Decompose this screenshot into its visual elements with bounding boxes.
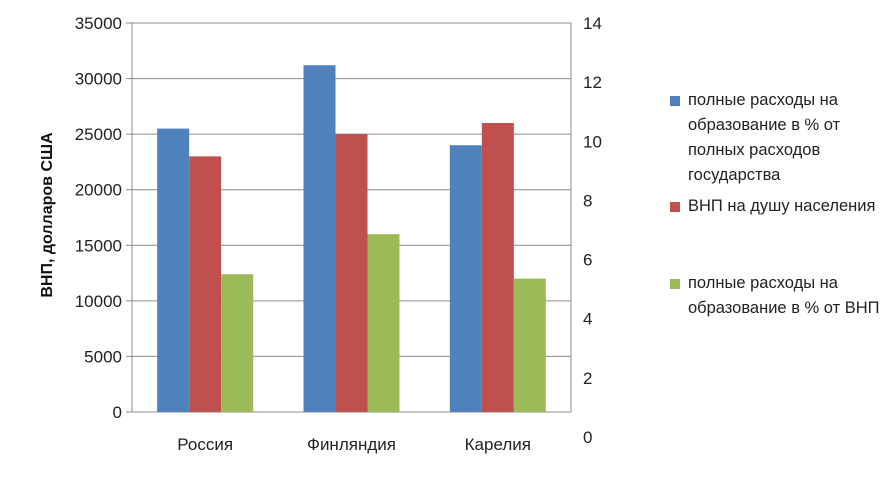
y-left-tick-label: 10000 xyxy=(75,292,122,311)
bar xyxy=(449,145,482,412)
legend-swatch xyxy=(670,202,680,212)
bar xyxy=(189,156,222,412)
right-axis: 0 2 4 6 8 10 12 14 xyxy=(583,14,602,447)
y-right-tick-label: 12 xyxy=(583,73,602,92)
y-right-tick-label: 8 xyxy=(583,191,592,210)
bars xyxy=(157,65,546,413)
left-axis: 0 5000 10000 15000 20000 25000 30000 35000 xyxy=(75,14,122,422)
x-category-label: Карелия xyxy=(465,435,531,454)
y-left-tick-label: 20000 xyxy=(75,181,122,200)
legend-label: ВНП на душу населения xyxy=(688,197,876,215)
bar xyxy=(335,134,368,412)
legend-swatch xyxy=(670,96,680,106)
legend-item: полные расходы на образование в % от пол… xyxy=(670,88,880,188)
x-category-label: Финляндия xyxy=(307,435,396,454)
legend: полные расходы на образование в % от пол… xyxy=(670,88,880,321)
y-right-tick-label: 10 xyxy=(583,132,602,151)
legend-swatch xyxy=(670,279,680,289)
bar xyxy=(157,128,190,413)
bar xyxy=(303,65,336,412)
y-right-tick-label: 2 xyxy=(583,369,592,388)
y-left-tick-label: 5000 xyxy=(84,347,122,366)
y-right-tick-label: 4 xyxy=(583,310,592,329)
y-right-tick-label: 0 xyxy=(583,428,592,447)
bar xyxy=(513,278,546,412)
legend-label: полные расходы на образование в % от ВНП xyxy=(688,274,880,317)
legend-label: полные расходы на образование в % от пол… xyxy=(688,91,841,184)
y-left-tick-label: 15000 xyxy=(75,236,122,255)
legend-item: полные расходы на образование в % от ВНП xyxy=(670,271,880,321)
legend-item: ВНП на душу населения xyxy=(670,194,880,219)
y-right-tick-label: 14 xyxy=(583,14,602,33)
bar xyxy=(367,234,400,412)
bar xyxy=(221,274,254,412)
category-labels: Россия Финляндия Карелия xyxy=(177,435,531,454)
y-left-tick-label: 0 xyxy=(113,403,122,422)
y-left-tick-label: 30000 xyxy=(75,70,122,89)
x-category-label: Россия xyxy=(177,435,233,454)
y-right-tick-label: 6 xyxy=(583,251,592,270)
y-left-tick-label: 25000 xyxy=(75,125,122,144)
bar xyxy=(481,123,514,413)
y-left-tick-label: 35000 xyxy=(75,14,122,33)
y-axis-label: ВНП, долларов США xyxy=(39,132,56,298)
